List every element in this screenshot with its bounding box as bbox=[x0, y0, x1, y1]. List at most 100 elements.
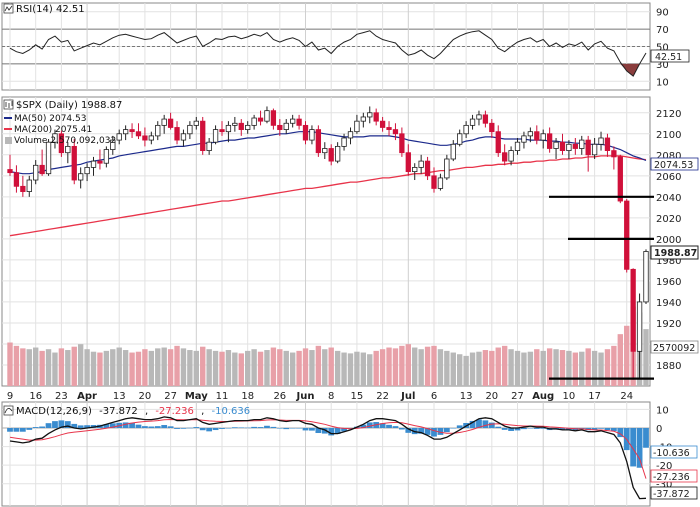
volume-bar bbox=[591, 350, 598, 386]
candle-body bbox=[135, 131, 142, 137]
candle-body bbox=[540, 133, 546, 141]
macd-histogram-bar bbox=[148, 426, 155, 428]
macd-histogram-bar bbox=[244, 427, 251, 429]
candle-body bbox=[617, 156, 623, 202]
volume-bar bbox=[167, 349, 174, 386]
candle-body bbox=[360, 116, 366, 122]
candle-body bbox=[482, 114, 489, 124]
macd-histogram-bar bbox=[296, 428, 302, 429]
candle-body bbox=[514, 141, 521, 151]
volume-bar bbox=[45, 349, 52, 386]
candle-body bbox=[206, 141, 212, 151]
candle-body bbox=[457, 133, 463, 145]
candle-body bbox=[33, 164, 39, 181]
candle-body bbox=[379, 120, 386, 128]
x-axis-label: 13 bbox=[113, 391, 126, 402]
macd-histogram-bar bbox=[495, 426, 502, 428]
volume-bar bbox=[322, 349, 328, 386]
macd-histogram-bar bbox=[334, 428, 341, 434]
candle-body bbox=[553, 141, 559, 149]
volume-bar bbox=[399, 345, 405, 386]
macd-histogram-bar bbox=[302, 428, 309, 431]
rsi-legend: RSI(14) 42.51 bbox=[3, 3, 85, 15]
x-axis-label: Apr bbox=[77, 391, 97, 402]
volume-bar bbox=[270, 347, 277, 386]
macd-line bbox=[9, 416, 647, 500]
volume-bar bbox=[624, 325, 630, 386]
price-panel bbox=[1, 96, 651, 387]
x-axis-label: 27 bbox=[511, 391, 524, 402]
volume-bar bbox=[90, 351, 97, 386]
price-candles bbox=[7, 106, 649, 380]
candle-body bbox=[424, 160, 431, 177]
moving-averages bbox=[9, 131, 647, 237]
volume-bar bbox=[579, 351, 585, 386]
volume-bar bbox=[110, 349, 116, 386]
volume-bar bbox=[289, 352, 296, 386]
candle-body bbox=[97, 160, 103, 164]
candle-body bbox=[26, 179, 32, 192]
macd-histogram-bar bbox=[186, 427, 193, 429]
candle-body bbox=[65, 145, 71, 154]
volume-bar bbox=[129, 352, 135, 386]
candle-body bbox=[322, 148, 328, 154]
ma50-legend: MA(50) 2074.53 bbox=[14, 114, 86, 124]
price-legend: $SPX (Daily) 1988.87 MA(50) 2074.53 MA(2… bbox=[3, 99, 122, 146]
macd-tick-label: -20 bbox=[656, 461, 672, 472]
candle-body bbox=[39, 164, 45, 175]
volume-bar bbox=[489, 350, 495, 386]
macd-histogram-bar bbox=[238, 427, 245, 428]
candle-body bbox=[84, 167, 90, 175]
x-axis-label: 17 bbox=[588, 391, 601, 402]
candle-body bbox=[122, 129, 129, 135]
macd-histogram-bar bbox=[591, 428, 598, 430]
macd-histogram-bar bbox=[482, 420, 489, 428]
volume-bar bbox=[155, 348, 161, 386]
macd-histogram-bar bbox=[109, 423, 116, 428]
candle-body bbox=[643, 251, 649, 303]
price-tick-label: 1960 bbox=[656, 277, 681, 288]
volume-bar bbox=[412, 347, 418, 386]
candle-body bbox=[534, 131, 540, 141]
macd-histogram-bar bbox=[610, 428, 617, 432]
volume-bar bbox=[354, 351, 360, 386]
ma-tag-text: 2074.53 bbox=[654, 160, 693, 171]
candle-body bbox=[328, 148, 334, 162]
macd-panel bbox=[1, 401, 651, 507]
macd-histogram-bar bbox=[58, 420, 65, 428]
volume-bar bbox=[193, 350, 200, 386]
candle-body bbox=[341, 137, 347, 147]
x-axis-label: 15 bbox=[351, 391, 364, 402]
last-price-tag: 1988.87 bbox=[650, 245, 699, 260]
x-axis-label: 27 bbox=[164, 391, 177, 402]
rsi-tag-text: 42.51 bbox=[655, 52, 682, 63]
macd-histogram-bar bbox=[257, 427, 264, 428]
candle-body bbox=[290, 118, 296, 124]
candle-body bbox=[386, 127, 392, 130]
x-axis-label: 13 bbox=[460, 391, 473, 402]
price-tick-label: 2000 bbox=[656, 235, 681, 246]
price-tick-label: 2100 bbox=[656, 130, 681, 141]
macd-histogram-bar bbox=[450, 428, 457, 429]
price-tick-label: 2020 bbox=[656, 214, 681, 225]
candle-body bbox=[148, 135, 154, 141]
volume-bar bbox=[456, 354, 463, 386]
volume-bar bbox=[32, 347, 39, 386]
volume-bar bbox=[347, 353, 354, 386]
volume-bar bbox=[206, 349, 212, 386]
macd-histogram-bar bbox=[405, 428, 412, 433]
volume-bar bbox=[360, 352, 367, 386]
volume-bar bbox=[161, 347, 167, 386]
volume-bar bbox=[238, 353, 244, 386]
volume-bar bbox=[77, 344, 84, 386]
macd-histogram-bar bbox=[71, 423, 78, 428]
volume-bar bbox=[39, 350, 45, 386]
macd-legend-prefix: MACD(12,26,9) bbox=[16, 406, 92, 417]
macd-histogram-bar bbox=[527, 428, 534, 429]
rsi-value-tag: 42.51 bbox=[650, 49, 690, 63]
candle-body bbox=[489, 122, 495, 133]
rsi-series bbox=[9, 30, 647, 77]
candle-body bbox=[354, 120, 360, 133]
candle-body bbox=[264, 110, 270, 122]
macd-histogram-bar bbox=[135, 424, 142, 428]
